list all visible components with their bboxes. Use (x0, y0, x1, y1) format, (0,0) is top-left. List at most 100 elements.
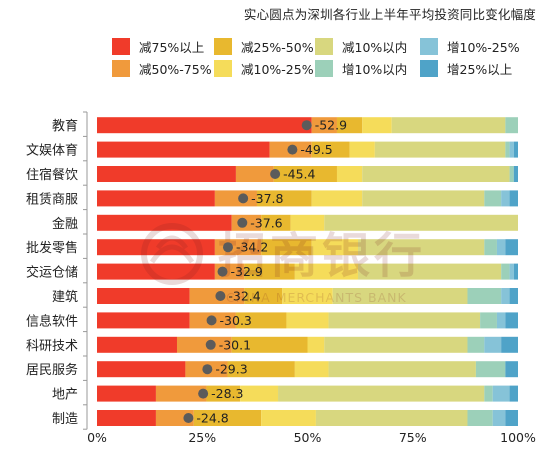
bar-segment (505, 361, 518, 378)
bar-segment (484, 336, 502, 353)
bar-segment (261, 239, 312, 256)
category-label: 交运仓储 (26, 265, 78, 281)
legend-label: 减75%以上 (139, 40, 205, 55)
legend-label: 减50%-75% (139, 62, 212, 77)
bar-segment (362, 190, 485, 207)
legend-swatch (214, 60, 232, 77)
bar-segment (235, 166, 274, 182)
avg-change-label: -34.2 (236, 240, 268, 255)
avg-change-dot (301, 120, 312, 131)
legend-item: 增25%以上 (420, 59, 512, 78)
legend-swatch (420, 38, 438, 55)
legend-label: 增25%以上 (447, 62, 513, 77)
bar-segment (362, 117, 392, 134)
bar-segment (509, 141, 514, 158)
category-label: 建筑 (52, 289, 78, 305)
bar-segment (97, 166, 236, 182)
watermark-logo (141, 223, 203, 285)
category-label: 金融 (52, 216, 78, 232)
bar-segment (97, 410, 156, 426)
bar-segment (97, 239, 215, 256)
legend-swatch (112, 60, 130, 77)
avg-change-dot (222, 242, 233, 253)
legend-swatch (315, 60, 333, 77)
bar-segment (97, 385, 156, 402)
bar-segment (332, 288, 468, 304)
legend-item: 减75%以上 (112, 37, 204, 56)
category-label: 信息软件 (26, 313, 78, 329)
legend-swatch (420, 60, 438, 77)
bar-segment (391, 117, 506, 134)
bar-segment (97, 263, 215, 280)
avg-change-label: -37.6 (250, 215, 282, 230)
bar-segment (484, 385, 493, 402)
bar-segment (492, 385, 510, 402)
bar-segment (227, 361, 295, 378)
bar-segment (311, 190, 363, 207)
bar-segment (509, 385, 518, 402)
legend-label: 减25%-50% (241, 40, 314, 55)
legend-swatch (315, 38, 333, 55)
bar-segment (484, 190, 502, 207)
bar-segment (214, 190, 257, 207)
bar-segment (278, 385, 485, 402)
bar-segment (311, 141, 350, 158)
bar-segment (231, 336, 308, 353)
bar-segment (97, 214, 232, 231)
bar-segment (155, 385, 207, 402)
bar-segment (501, 190, 510, 207)
watermark-logo-mark (149, 235, 195, 264)
avg-change-label: -32.9 (231, 264, 263, 279)
bar-segment (505, 141, 510, 158)
bar-segment (261, 410, 316, 426)
x-tick-label: 50% (294, 430, 322, 445)
avg-change-label: -28.3 (211, 386, 243, 401)
bar-segment (97, 190, 215, 207)
bar-segment (374, 141, 506, 158)
bar-segment (358, 263, 502, 280)
bar-segment (307, 336, 325, 353)
bar-segment (328, 361, 476, 378)
legend-label: 增10%以内 (342, 62, 408, 77)
bar-segment (311, 117, 337, 134)
bar-segment (513, 263, 518, 280)
bar-segment (362, 166, 510, 182)
avg-change-label: -52.9 (315, 118, 347, 133)
bar-segment (328, 312, 481, 329)
bar-segment (509, 288, 518, 304)
bar-segment (505, 117, 518, 134)
bar-segment (97, 361, 186, 378)
bar-segment (97, 117, 312, 134)
bar-segment (97, 141, 270, 158)
bar-segment (501, 336, 518, 353)
bar-segment (505, 312, 518, 329)
avg-change-label: -30.3 (220, 313, 252, 328)
x-tick-label: 100% (500, 430, 536, 445)
avg-change-dot (205, 339, 216, 350)
bar-segment (467, 410, 493, 426)
bar-segment (501, 288, 510, 304)
avg-change-label: -24.8 (196, 411, 228, 426)
bar-segment (290, 214, 325, 231)
bar-segment (467, 288, 502, 304)
legend-item: 减50%-75% (112, 59, 212, 78)
avg-change-label: -30.1 (219, 337, 251, 352)
bar-segment (235, 312, 287, 329)
x-tick-label: 75% (399, 430, 427, 445)
category-label: 批发零售 (26, 240, 78, 256)
category-label: 制造 (52, 412, 78, 427)
bar-segment (484, 239, 497, 256)
category-label: 住宿餐饮 (26, 167, 78, 183)
legend-label: 减10%以内 (342, 40, 408, 55)
bar-segment (513, 166, 518, 182)
watermark-text: 招商银行 (218, 228, 426, 284)
chart-title: 实心圆点为深圳各行业上半年平均投资同比变化幅度 (243, 7, 536, 22)
bar-segment (193, 410, 262, 426)
avg-change-dot (237, 217, 248, 228)
bar-segment (358, 239, 485, 256)
bar-segment (349, 141, 375, 158)
bar-segment (505, 410, 518, 426)
legend-item: 减25%-50% (214, 37, 314, 56)
avg-change-dot (198, 388, 209, 399)
